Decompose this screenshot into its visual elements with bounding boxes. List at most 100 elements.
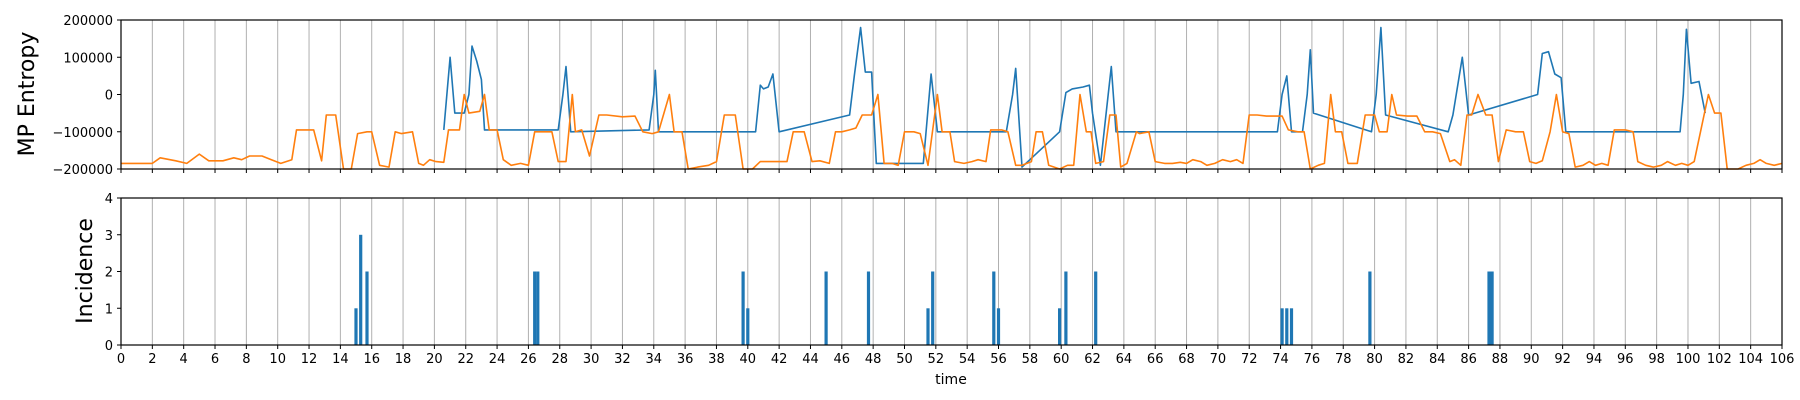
x-tick-label: 36 bbox=[677, 352, 694, 367]
incidence-bar bbox=[866, 271, 871, 345]
incidence-bar bbox=[533, 271, 537, 345]
bottom-y-tick-label: 0 bbox=[105, 339, 113, 354]
x-tick-label: 8 bbox=[242, 352, 250, 367]
x-tick-label: 22 bbox=[457, 352, 474, 367]
incidence-bar bbox=[1064, 271, 1068, 345]
top-y-ticks: 200000 100000 0 −100000 −200000 bbox=[52, 14, 121, 178]
x-tick-label: 66 bbox=[1147, 352, 1164, 367]
x-tick-label: 30 bbox=[583, 352, 600, 367]
bottom-y-tick-label: 1 bbox=[105, 302, 113, 317]
bottom-y-ticks: 4 3 2 1 0 bbox=[105, 192, 121, 354]
x-tick-label: 10 bbox=[269, 352, 286, 367]
x-tick-label: 92 bbox=[1554, 352, 1571, 367]
x-tick-label: 90 bbox=[1523, 352, 1540, 367]
x-tick-label: 46 bbox=[834, 352, 851, 367]
x-tick-label: 18 bbox=[395, 352, 412, 367]
incidence-bar bbox=[931, 271, 935, 345]
x-tick-label: 84 bbox=[1429, 352, 1446, 367]
x-tick-label: 34 bbox=[646, 352, 663, 367]
x-tick-label: 74 bbox=[1272, 352, 1289, 367]
bottom-y-tick-label: 4 bbox=[105, 192, 113, 207]
x-tick-label: 104 bbox=[1738, 352, 1763, 367]
x-tick-label: 12 bbox=[301, 352, 318, 367]
x-tick-label: 80 bbox=[1366, 352, 1383, 367]
x-tick-label: 98 bbox=[1648, 352, 1665, 367]
bottom-bars bbox=[354, 234, 1494, 346]
x-tick-label: 16 bbox=[363, 352, 380, 367]
x-tick-label: 24 bbox=[489, 352, 506, 367]
x-tick-label: 4 bbox=[180, 352, 188, 367]
top-series-lines bbox=[121, 26, 1783, 170]
top-y-axis-label: MP Entropy bbox=[15, 32, 40, 157]
x-tick-label: 82 bbox=[1398, 352, 1415, 367]
top-y-tick-label: 200000 bbox=[63, 14, 113, 29]
incidence-bar bbox=[359, 234, 363, 346]
incidence-bar bbox=[1280, 308, 1284, 346]
incidence-bar bbox=[926, 308, 930, 346]
x-tick-label: 86 bbox=[1460, 352, 1477, 367]
incidence-bar bbox=[1490, 271, 1494, 345]
x-tick-label: 20 bbox=[426, 352, 443, 367]
x-tick-label: 26 bbox=[520, 352, 537, 367]
x-axis-label: time bbox=[935, 372, 967, 388]
x-tick-label: 70 bbox=[1210, 352, 1227, 367]
bottom-y-tick-label: 3 bbox=[105, 229, 113, 244]
incidence-bar bbox=[1285, 308, 1289, 346]
top-y-tick-label: −200000 bbox=[52, 163, 113, 178]
bottom-y-axis-label: Incidence bbox=[73, 218, 98, 324]
x-tick-label: 56 bbox=[990, 352, 1007, 367]
x-tick-label: 54 bbox=[959, 352, 976, 367]
x-tick-label: 42 bbox=[771, 352, 788, 367]
top-panel: 200000 100000 0 −100000 −200000 MP Entropy bbox=[15, 14, 1783, 178]
bottom-axes-frame bbox=[120, 197, 1783, 346]
x-tick-label: 76 bbox=[1304, 352, 1321, 367]
x-tick-label: 106 bbox=[1770, 352, 1795, 367]
incidence-bar bbox=[1058, 308, 1062, 346]
x-tick-label: 38 bbox=[708, 352, 725, 367]
top-y-tick-label: −100000 bbox=[52, 126, 113, 141]
incidence-bar bbox=[746, 308, 750, 346]
x-tick-label: 6 bbox=[211, 352, 219, 367]
incidence-bar bbox=[536, 271, 540, 345]
x-tick-label: 14 bbox=[332, 352, 349, 367]
incidence-bar bbox=[741, 271, 745, 345]
bottom-grid bbox=[120, 198, 1783, 345]
x-tick-label: 48 bbox=[865, 352, 882, 367]
x-tick-label: 100 bbox=[1676, 352, 1701, 367]
bottom-x-ticks: 0 2 4 6 8 10 12 14 16 18 20 22 24 26 28 30 32 34 36 38 40 42 4… bbox=[117, 345, 1795, 367]
x-tick-label: 40 bbox=[740, 352, 757, 367]
x-tick-label: 32 bbox=[614, 352, 631, 367]
x-tick-label: 88 bbox=[1492, 352, 1509, 367]
x-tick-label: 96 bbox=[1617, 352, 1634, 367]
x-tick-label: 58 bbox=[1022, 352, 1039, 367]
x-tick-label: 2 bbox=[148, 352, 156, 367]
x-tick-label: 102 bbox=[1707, 352, 1732, 367]
incidence-bar bbox=[1094, 271, 1098, 345]
incidence-bar bbox=[996, 308, 1001, 346]
x-tick-label: 68 bbox=[1178, 352, 1195, 367]
x-tick-label: 72 bbox=[1241, 352, 1258, 367]
top-x-ticks bbox=[120, 169, 1783, 173]
x-tick-label: 0 bbox=[117, 352, 125, 367]
x-tick-label: 28 bbox=[551, 352, 568, 367]
series-line-orange bbox=[121, 93, 1783, 170]
incidence-bar bbox=[824, 271, 828, 345]
top-y-tick-label: 100000 bbox=[63, 51, 113, 66]
x-tick-label: 50 bbox=[896, 352, 913, 367]
x-tick-label: 44 bbox=[802, 352, 819, 367]
incidence-bar bbox=[365, 271, 369, 345]
x-tick-label: 78 bbox=[1335, 352, 1352, 367]
incidence-bar bbox=[1289, 308, 1294, 346]
bottom-y-tick-label: 2 bbox=[105, 266, 113, 281]
top-y-tick-label: 0 bbox=[105, 89, 113, 104]
series-line-blue bbox=[443, 26, 1706, 168]
incidence-bar bbox=[354, 308, 358, 346]
x-tick-label: 94 bbox=[1586, 352, 1603, 367]
incidence-bar bbox=[1487, 271, 1491, 345]
x-tick-label: 60 bbox=[1053, 352, 1070, 367]
incidence-bar bbox=[1368, 271, 1372, 345]
x-tick-label: 52 bbox=[928, 352, 945, 367]
incidence-bar bbox=[992, 271, 996, 345]
x-tick-label: 64 bbox=[1116, 352, 1133, 367]
